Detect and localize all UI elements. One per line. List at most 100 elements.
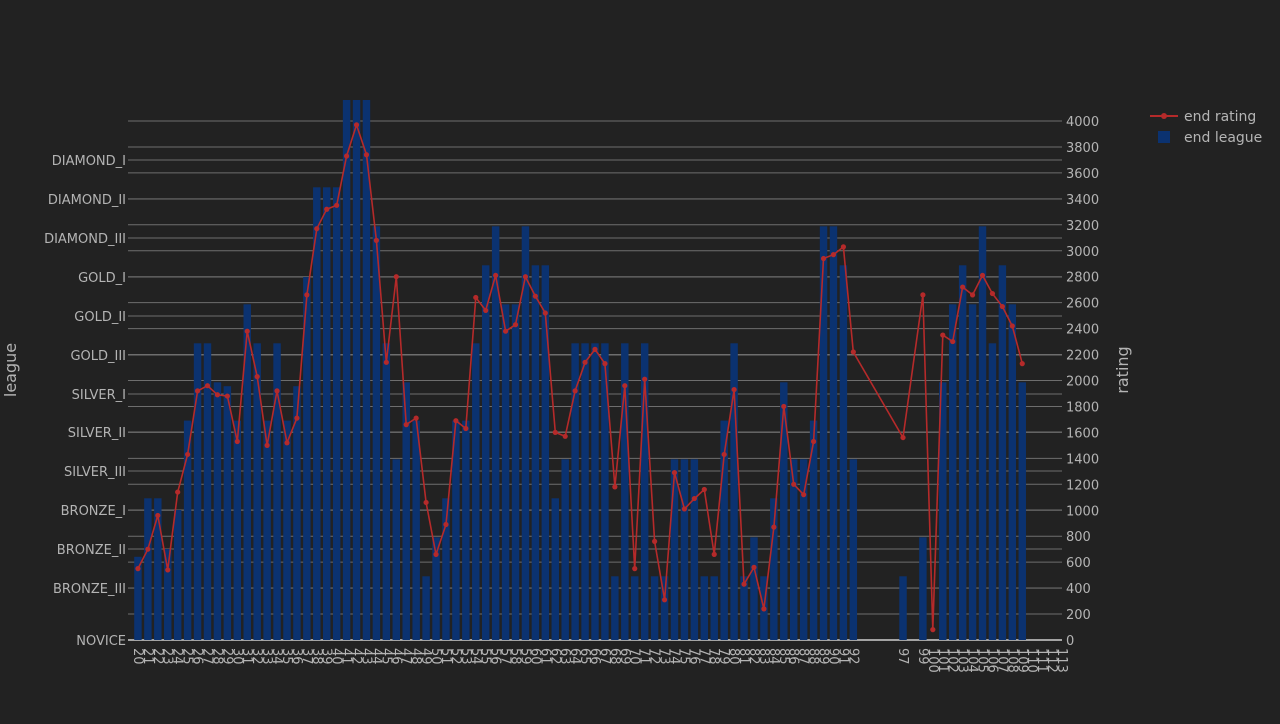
rating-point bbox=[552, 429, 558, 435]
rating-point bbox=[632, 566, 638, 572]
league-bar bbox=[342, 100, 351, 640]
y-right-tick-label: 3800 bbox=[1066, 141, 1099, 156]
rating-point bbox=[413, 415, 419, 421]
y-left-tick-label: GOLD_III bbox=[70, 349, 126, 364]
rating-point bbox=[801, 492, 807, 498]
x-tick-label: 89 bbox=[816, 648, 831, 665]
league-bar bbox=[680, 459, 689, 640]
rating-point bbox=[671, 470, 678, 476]
rating-point bbox=[920, 292, 926, 298]
rating-point bbox=[145, 546, 151, 552]
x-tick-label: 42 bbox=[349, 648, 364, 665]
y-right-tick-label: 3000 bbox=[1066, 245, 1099, 260]
x-tick-label: 77 bbox=[696, 648, 711, 665]
rating-point bbox=[463, 425, 469, 432]
rating-point bbox=[960, 284, 966, 290]
rating-point bbox=[900, 434, 906, 441]
league-bar bbox=[521, 226, 530, 641]
league-bar bbox=[511, 304, 520, 640]
x-tick-label: 21 bbox=[140, 648, 155, 665]
x-tick-label: 59 bbox=[517, 648, 532, 665]
y-left-tick-label: BRONZE_III bbox=[53, 582, 126, 597]
rating-point bbox=[373, 237, 380, 243]
league-bar bbox=[899, 576, 907, 640]
y-right-tick-label: 200 bbox=[1066, 608, 1091, 623]
league-bar bbox=[243, 304, 251, 640]
x-tick-label: 106 bbox=[984, 648, 999, 673]
league-bar bbox=[332, 187, 341, 641]
x-tick-label: 33 bbox=[259, 648, 274, 665]
x-tick-label: 110 bbox=[1024, 648, 1039, 673]
rating-point bbox=[681, 506, 688, 512]
x-tick-label: 75 bbox=[676, 648, 691, 665]
x-tick-label: 72 bbox=[647, 648, 662, 665]
league-bar bbox=[809, 420, 818, 640]
rating-point bbox=[363, 152, 370, 158]
league-bar bbox=[919, 537, 927, 640]
y-right-tick-label: 600 bbox=[1066, 556, 1091, 571]
x-tick-label: 87 bbox=[796, 648, 811, 665]
rating-point bbox=[830, 252, 837, 258]
y-right-tick-label: 1000 bbox=[1066, 504, 1099, 519]
league-bar bbox=[968, 304, 977, 640]
rating-point bbox=[353, 122, 360, 128]
rating-point bbox=[850, 349, 856, 355]
x-tick-label: 68 bbox=[607, 648, 622, 665]
x-tick-label: 47 bbox=[398, 648, 413, 665]
league-bar bbox=[958, 265, 967, 640]
league-bar bbox=[1008, 304, 1017, 640]
league-bar bbox=[164, 549, 172, 640]
x-tick-label: 57 bbox=[498, 648, 513, 665]
rating-point bbox=[135, 566, 141, 572]
y-right-tick-label: 2200 bbox=[1066, 349, 1099, 364]
rating-point bbox=[592, 346, 598, 352]
y-right-tick-label: 800 bbox=[1066, 530, 1091, 545]
rating-point bbox=[602, 361, 608, 367]
rating-point bbox=[264, 442, 270, 448]
league-bar bbox=[561, 459, 569, 640]
league-bar bbox=[650, 576, 659, 640]
x-tick-label: 76 bbox=[686, 648, 701, 665]
y-right-tick-label: 1400 bbox=[1066, 452, 1099, 467]
rating-point bbox=[165, 567, 171, 573]
league-bar bbox=[382, 343, 391, 640]
x-tick-label: 25 bbox=[180, 648, 195, 665]
legend-label-end-league: end league bbox=[1184, 130, 1262, 146]
x-tick-label: 70 bbox=[627, 648, 642, 665]
legend-bar-swatch bbox=[1158, 131, 1170, 143]
legend: end rating end league bbox=[1150, 109, 1262, 146]
rating-point bbox=[343, 153, 350, 159]
rating-point bbox=[701, 486, 707, 493]
x-tick-label: 65 bbox=[577, 648, 592, 665]
x-tick-label: 85 bbox=[776, 648, 791, 665]
rating-point bbox=[781, 403, 787, 410]
legend-label-end-rating: end rating bbox=[1184, 109, 1256, 125]
league-bar bbox=[412, 420, 420, 640]
x-tick-label: 36 bbox=[289, 648, 304, 665]
x-tick-label: 38 bbox=[309, 648, 324, 665]
league-bar bbox=[541, 265, 550, 640]
x-tick-label: 28 bbox=[209, 648, 224, 665]
x-tick-label: 46 bbox=[388, 648, 403, 665]
y-left-tick-label: SILVER_II bbox=[68, 426, 126, 441]
x-tick-label: 50 bbox=[428, 648, 443, 665]
x-tick-label: 107 bbox=[994, 648, 1009, 673]
rating-point bbox=[721, 451, 727, 458]
y-right-tick-label: 1200 bbox=[1066, 478, 1099, 493]
x-tick-label: 30 bbox=[229, 648, 244, 665]
y-left-tick-label: DIAMOND_I bbox=[52, 154, 126, 169]
league-bar bbox=[392, 459, 401, 640]
rating-point bbox=[661, 597, 668, 603]
league-bar bbox=[501, 304, 510, 640]
rating-point bbox=[751, 564, 757, 570]
y-left-tick-label: DIAMOND_II bbox=[48, 193, 126, 208]
league-bar bbox=[770, 498, 778, 640]
y-left-tick-label: BRONZE_II bbox=[57, 543, 126, 558]
x-tick-label: 62 bbox=[547, 648, 562, 665]
x-tick-label: 84 bbox=[766, 648, 781, 665]
league-bar bbox=[303, 277, 311, 640]
league-bar bbox=[720, 420, 728, 640]
x-tick-label: 34 bbox=[269, 648, 284, 665]
league-bar bbox=[283, 420, 291, 640]
